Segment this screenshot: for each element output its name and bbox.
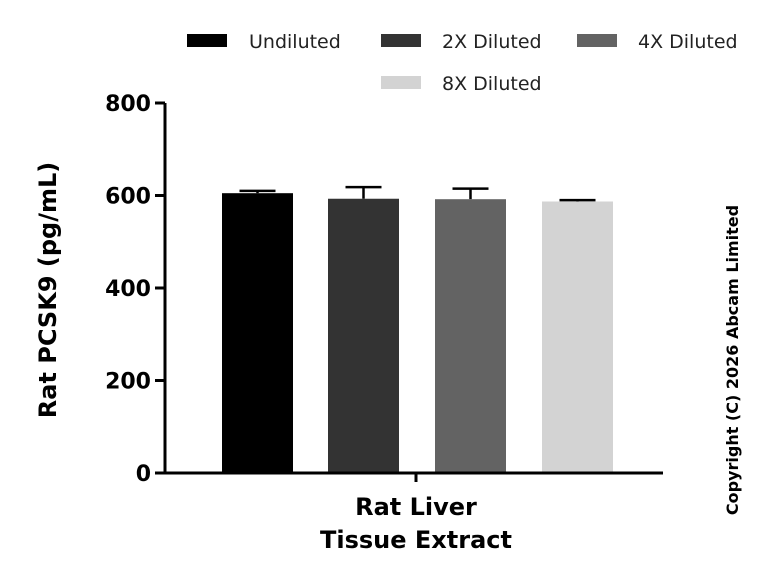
copyright-text: Copyright (C) 2026 Abcam Limited [723,205,742,515]
bar [328,198,399,474]
legend-swatch [381,76,421,89]
legend: Undiluted 2X Diluted 4X Diluted 8X Diluted [187,31,738,95]
y-tick-label: 200 [105,370,151,395]
legend-label: Undiluted [249,31,341,53]
legend-label: 4X Diluted [638,31,738,53]
x-axis-title-line-2: Tissue Extract [320,526,512,554]
bar [435,199,506,473]
bar [542,201,613,473]
x-axis [165,471,663,482]
legend-swatch [577,34,617,47]
bar [222,193,293,473]
legend-swatch [187,34,227,47]
y-axis: 0 200 400 600 800 [105,92,167,487]
legend-swatch [381,34,421,47]
legend-label: 8X Diluted [442,73,542,95]
y-tick-label: 400 [105,277,151,302]
bars [222,185,613,474]
y-tick-label: 0 [136,462,151,487]
y-axis-title: Rat PCSK9 (pg/mL) [34,162,62,418]
x-axis-title-line-1: Rat Liver [355,493,477,521]
legend-label: 2X Diluted [442,31,542,53]
y-tick-label: 800 [105,92,151,117]
y-tick-label: 600 [105,185,151,210]
